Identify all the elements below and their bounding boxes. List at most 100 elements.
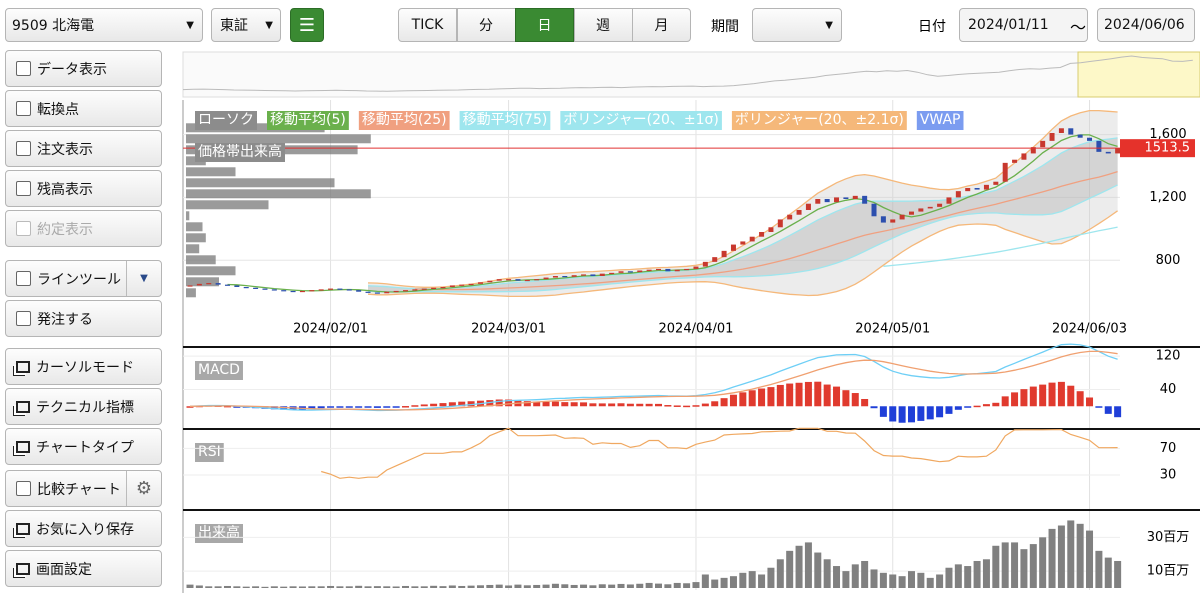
sidebar-button[interactable]: 画面設定 [5,550,162,587]
interval-button[interactable]: TICK [398,8,457,42]
sidebar-button[interactable]: お気に入り保存 [5,510,162,547]
candle [1077,134,1083,138]
candle [712,257,718,262]
volume-bar [1001,542,1009,588]
candle [234,285,240,287]
volume-bar [954,564,962,588]
legend-label: ローソク [198,112,254,128]
volume-bar [879,572,887,588]
sidebar-button[interactable]: 比較チャート ⚙ [5,470,162,507]
macd-hist [1104,406,1112,414]
date-to[interactable]: 2024/06/06 [1097,8,1195,42]
dropdown-toggle[interactable]: ▼ [126,261,161,296]
volume-bar [533,584,541,588]
volume-bar [486,584,494,588]
candle [880,216,886,223]
sidebar-button[interactable]: カーソルモード [5,348,162,385]
candle [253,287,259,289]
macd-hist [580,402,588,407]
interval-button[interactable]: 分 [456,8,516,42]
sidebar-button[interactable]: ラインツール ▼ [5,260,162,297]
interval-button[interactable]: 週 [573,8,633,42]
list-button[interactable]: ☰ [290,8,324,42]
candle [815,199,821,204]
overview-window [1077,51,1200,98]
label-bg [195,143,285,162]
macd-hist [982,404,990,407]
legend-swatch [358,111,450,130]
volume-bar [945,567,953,588]
button-label: カーソルモード [36,359,134,376]
candle [937,203,943,207]
sidebar-button[interactable]: テクニカル指標 [5,388,162,425]
bollinger-area [368,137,1118,292]
volume-bar [195,585,203,588]
sidebar-button[interactable]: 残高表示 [5,170,162,207]
volume-bar [551,583,559,588]
signal-line [189,350,1118,411]
indicator-line [367,109,1118,288]
date-from[interactable]: 2024/01/11 [959,8,1088,42]
gear-button[interactable]: ⚙ [126,471,161,506]
market-select[interactable]: 東証 ▼ [211,8,281,42]
macd-hist [795,382,803,407]
symbol-select[interactable]: 9509 北海電 ▼ [5,8,203,42]
candle [1115,148,1121,154]
button-label: 発注する [37,311,93,328]
x-tick-label: 2024/02/01 [293,322,368,337]
date-to-text: 2024/06/06 [1104,17,1185,33]
macd-hist [833,386,841,407]
arrow: ▼ [186,19,194,31]
checkbox [16,481,31,496]
macd-hist [673,405,681,407]
volume-bar [1057,525,1065,588]
macd-hist [420,404,428,407]
candle [524,279,530,282]
checkbox [16,311,31,326]
candle [674,269,680,272]
macd-hist [711,401,719,407]
candle [309,290,315,292]
y-tick-label: 10百万 [1147,564,1190,579]
volume-bar [317,586,325,588]
panel-title: MACD [198,362,240,378]
volume-bar [786,550,794,588]
candle [684,268,690,271]
macd-hist [327,406,335,408]
interval-button[interactable]: 月 [632,8,691,42]
interval-button[interactable]: 日 [515,8,574,42]
macd-hist [1011,392,1019,407]
sidebar-button[interactable]: 注文表示 [5,130,162,167]
macd-hist [748,390,756,407]
sidebar-button[interactable]: 転換点 [5,90,162,127]
volume-bar [804,542,812,588]
legend-label: ボリンジャー(20、±2.1σ) [735,112,904,128]
candle [862,195,868,204]
volume-bar [402,585,410,588]
candle [824,199,830,203]
candle [768,227,774,232]
button-label: チャートタイプ [36,439,134,456]
sidebar-button[interactable]: データ表示 [5,50,162,87]
button-label: 比較チャート [37,481,121,498]
candle [328,288,334,290]
y-tick-label: 120 [1156,349,1181,364]
candle [403,290,409,292]
candle [552,276,558,278]
price-volume-bar [186,211,190,221]
x-tick-label: 2024/05/01 [855,322,930,337]
period-select[interactable]: ▼ [752,8,842,42]
button-label: 画面設定 [36,561,92,578]
candle [749,236,755,242]
button-label: データ表示 [37,61,107,78]
macd-hist [786,383,794,407]
volume-bar [645,582,653,588]
macd-hist [1076,391,1084,407]
volume-bar [1104,557,1112,588]
sidebar-button[interactable]: 発注する [5,300,162,337]
button-label: 約定表示 [37,221,93,238]
window-icon [16,562,30,575]
candle [618,271,624,273]
sidebar-button[interactable]: チャートタイプ [5,428,162,465]
